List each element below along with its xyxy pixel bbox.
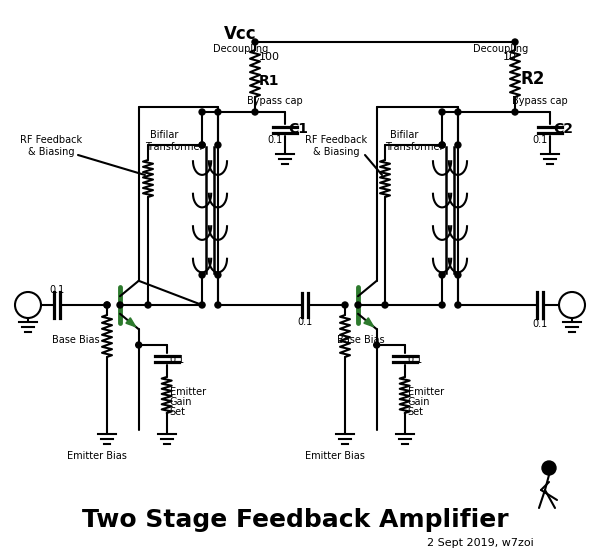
Text: & Biasing: & Biasing xyxy=(313,147,359,157)
Circle shape xyxy=(117,302,123,308)
Text: & Biasing: & Biasing xyxy=(28,147,74,157)
Circle shape xyxy=(355,302,361,308)
Circle shape xyxy=(374,342,380,348)
Text: 0.1: 0.1 xyxy=(532,135,547,145)
Circle shape xyxy=(215,142,221,148)
Text: Bypass cap: Bypass cap xyxy=(247,96,303,106)
Circle shape xyxy=(104,302,110,308)
Text: Transformer: Transformer xyxy=(385,142,443,152)
Circle shape xyxy=(455,302,461,308)
Text: 0.1: 0.1 xyxy=(297,317,312,327)
Text: R1: R1 xyxy=(259,74,280,88)
Text: Set: Set xyxy=(170,407,186,417)
Text: Base Bias: Base Bias xyxy=(52,335,100,345)
Text: 10: 10 xyxy=(503,52,517,62)
Text: 2 Sept 2019, w7zoi: 2 Sept 2019, w7zoi xyxy=(427,538,533,548)
Circle shape xyxy=(455,272,461,278)
Circle shape xyxy=(215,272,221,278)
Text: RF Feedback: RF Feedback xyxy=(20,135,82,145)
Text: Transformer: Transformer xyxy=(145,142,203,152)
Circle shape xyxy=(542,461,556,475)
Circle shape xyxy=(199,142,205,148)
Text: Base Bias: Base Bias xyxy=(337,335,385,345)
Circle shape xyxy=(439,142,445,148)
Text: Gain: Gain xyxy=(170,397,192,407)
Text: Decoupling: Decoupling xyxy=(473,44,528,54)
Text: Bifilar: Bifilar xyxy=(390,130,418,140)
Circle shape xyxy=(439,142,445,148)
Circle shape xyxy=(342,302,348,308)
Circle shape xyxy=(439,272,445,278)
Text: Bypass cap: Bypass cap xyxy=(512,96,568,106)
Polygon shape xyxy=(126,318,136,327)
Text: Set: Set xyxy=(408,407,424,417)
Text: C2: C2 xyxy=(553,122,573,136)
Circle shape xyxy=(199,302,205,308)
Text: Emitter Bias: Emitter Bias xyxy=(67,451,127,461)
Text: C1: C1 xyxy=(288,122,308,136)
Circle shape xyxy=(455,142,461,148)
Circle shape xyxy=(215,109,221,115)
Circle shape xyxy=(199,272,205,278)
Circle shape xyxy=(215,302,221,308)
Circle shape xyxy=(145,302,151,308)
Text: Decoupling: Decoupling xyxy=(213,44,268,54)
Text: 0.1: 0.1 xyxy=(170,355,185,365)
Text: 100: 100 xyxy=(259,52,280,62)
Text: 0.1: 0.1 xyxy=(267,135,282,145)
Text: Gain: Gain xyxy=(408,397,430,407)
Text: Emitter Bias: Emitter Bias xyxy=(305,451,365,461)
Circle shape xyxy=(382,302,388,308)
Text: Emitter: Emitter xyxy=(408,387,444,397)
Circle shape xyxy=(455,109,461,115)
Text: 0.1: 0.1 xyxy=(408,355,423,365)
Circle shape xyxy=(439,302,445,308)
Polygon shape xyxy=(364,318,374,327)
Circle shape xyxy=(136,342,142,348)
Text: Bifilar: Bifilar xyxy=(150,130,178,140)
Circle shape xyxy=(512,109,518,115)
Circle shape xyxy=(252,109,258,115)
Text: Two Stage Feedback Amplifier: Two Stage Feedback Amplifier xyxy=(82,508,508,532)
Circle shape xyxy=(199,142,205,148)
Text: Emitter: Emitter xyxy=(170,387,206,397)
Circle shape xyxy=(439,109,445,115)
Text: 0.1: 0.1 xyxy=(49,285,64,295)
Circle shape xyxy=(512,39,518,45)
Circle shape xyxy=(252,39,258,45)
Text: Vcc: Vcc xyxy=(224,25,256,43)
Text: 0.1: 0.1 xyxy=(532,319,547,329)
Text: R2: R2 xyxy=(521,70,545,88)
Circle shape xyxy=(199,109,205,115)
Circle shape xyxy=(104,302,110,308)
Text: RF Feedback: RF Feedback xyxy=(305,135,367,145)
